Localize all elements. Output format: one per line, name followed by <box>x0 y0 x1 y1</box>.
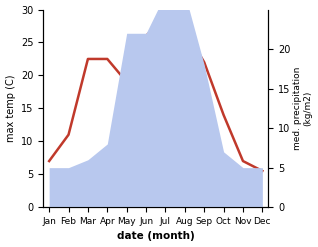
Y-axis label: max temp (C): max temp (C) <box>5 75 16 142</box>
Y-axis label: med. precipitation
(kg/m2): med. precipitation (kg/m2) <box>293 67 313 150</box>
X-axis label: date (month): date (month) <box>117 231 195 242</box>
